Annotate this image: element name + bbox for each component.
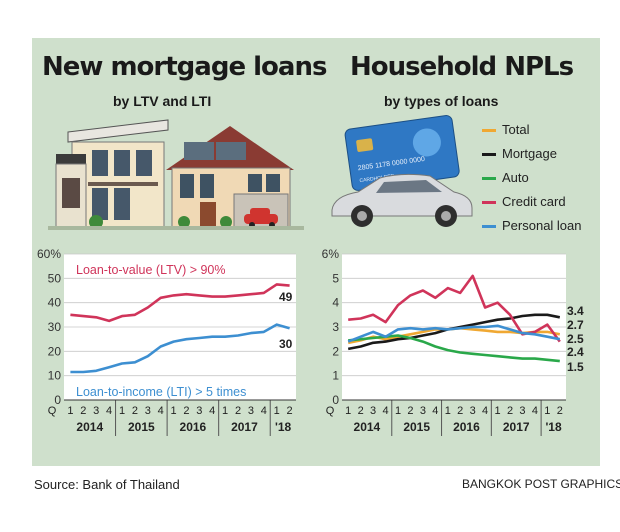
end-value-label: 2.4 (567, 345, 584, 359)
series-line-loan-to-income-lti-5-times (70, 323, 290, 374)
legend-label-total: Total (502, 122, 530, 137)
quarter-label: 3 (370, 405, 376, 417)
year-label: 2014 (354, 420, 381, 434)
left-title: New mortgage loans (42, 52, 327, 82)
legend-swatch-auto (482, 177, 496, 180)
quarter-label: 2 (507, 405, 513, 417)
quarter-label: 1 (67, 405, 73, 417)
year-label: 2017 (503, 420, 530, 434)
legend-swatch-personal-loan (482, 225, 496, 228)
card-car-illustration: 2805 1178 0000 0000 CARDHOLDER (331, 115, 473, 227)
right-subtitle: by types of loans (384, 93, 499, 109)
legend-swatch-credit-card (482, 201, 496, 204)
series-line-personal-loan (347, 324, 561, 343)
quarter-label: 4 (532, 405, 538, 417)
year-label: 2016 (180, 420, 207, 434)
quarter-label: 2 (235, 405, 241, 417)
y-tick-label: 30 (48, 320, 62, 334)
quarter-label: 2 (358, 405, 364, 417)
quarter-label: 2 (132, 405, 138, 417)
quarter-label: 4 (261, 405, 267, 417)
quarter-label: 4 (158, 405, 164, 417)
legend-label-auto: Auto (502, 170, 529, 185)
y-tick-label: 3 (332, 320, 339, 334)
house-illustration (48, 119, 304, 230)
source-note: Source: Bank of Thailand (34, 477, 180, 492)
end-value-label: 3.4 (567, 304, 584, 318)
year-label: 2015 (403, 420, 430, 434)
y-tick-label: 50 (48, 271, 62, 285)
year-label: 2015 (128, 420, 155, 434)
quarter-label: 1 (395, 405, 401, 417)
year-label: 2016 (453, 420, 480, 434)
year-label: 2017 (231, 420, 258, 434)
quarter-prefix: Q (48, 405, 57, 417)
quarter-label: 1 (544, 405, 550, 417)
series-label: Loan-to-income (LTI) > 5 times (76, 385, 246, 399)
end-value-label: 1.5 (567, 360, 584, 374)
quarter-label: 4 (482, 405, 488, 417)
quarter-label: 2 (457, 405, 463, 417)
quarter-label: 3 (248, 405, 254, 417)
quarter-label: 1 (445, 405, 451, 417)
quarter-label: 3 (420, 405, 426, 417)
series-label: Loan-to-value (LTV) > 90% (76, 263, 226, 277)
legend-label-credit-card: Credit card (502, 194, 566, 209)
year-label: 2014 (76, 420, 103, 434)
end-value-label: 49 (279, 290, 293, 304)
y-tick-label: 10 (48, 369, 62, 383)
y-tick-label: 6% (322, 247, 340, 261)
quarter-label: 4 (382, 405, 388, 417)
quarter-label: 4 (432, 405, 438, 417)
legend-label-mortgage: Mortgage (502, 146, 557, 161)
quarter-label: 3 (196, 405, 202, 417)
right-title: Household NPLs (350, 52, 574, 82)
quarter-label: 3 (145, 405, 151, 417)
graphics-credit: BANGKOK POST GRAPHICS (462, 477, 620, 491)
y-tick-label: 0 (332, 393, 339, 407)
y-tick-label: 5 (332, 271, 339, 285)
quarter-label: 1 (274, 405, 280, 417)
legend-swatch-total (482, 129, 496, 132)
end-value-label: 30 (279, 337, 293, 351)
quarter-label: 4 (106, 405, 112, 417)
y-tick-label: 0 (54, 393, 61, 407)
quarter-label: 2 (80, 405, 86, 417)
quarter-label: 1 (345, 405, 351, 417)
series-line-loan-to-value-ltv-90 (70, 283, 290, 323)
legend-label-personal-loan: Personal loan (502, 218, 582, 233)
quarter-label: 3 (470, 405, 476, 417)
y-tick-label: 60% (37, 247, 61, 261)
quarter-label: 1 (222, 405, 228, 417)
quarter-label: 3 (93, 405, 99, 417)
y-tick-label: 20 (48, 344, 62, 358)
quarter-label: 2 (407, 405, 413, 417)
y-tick-label: 4 (332, 296, 339, 310)
quarter-label: 4 (209, 405, 215, 417)
card-holder: CARDHOLDER (359, 173, 395, 184)
quarter-label: 2 (557, 405, 563, 417)
year-label: '18 (545, 420, 562, 434)
quarter-label: 1 (494, 405, 500, 417)
y-tick-label: 2 (332, 344, 339, 358)
y-tick-label: 40 (48, 296, 62, 310)
y-tick-label: 1 (332, 369, 339, 383)
quarter-label: 3 (519, 405, 525, 417)
end-value-label: 2.7 (567, 318, 584, 332)
quarter-label: 2 (183, 405, 189, 417)
quarter-label: 2 (286, 405, 292, 417)
end-value-label: 2.5 (567, 332, 584, 346)
year-label: '18 (275, 420, 292, 434)
legend-swatch-mortgage (482, 153, 496, 156)
quarter-prefix: Q (326, 405, 335, 417)
left-subtitle: by LTV and LTI (113, 93, 212, 109)
quarter-label: 1 (170, 405, 176, 417)
quarter-label: 1 (119, 405, 125, 417)
